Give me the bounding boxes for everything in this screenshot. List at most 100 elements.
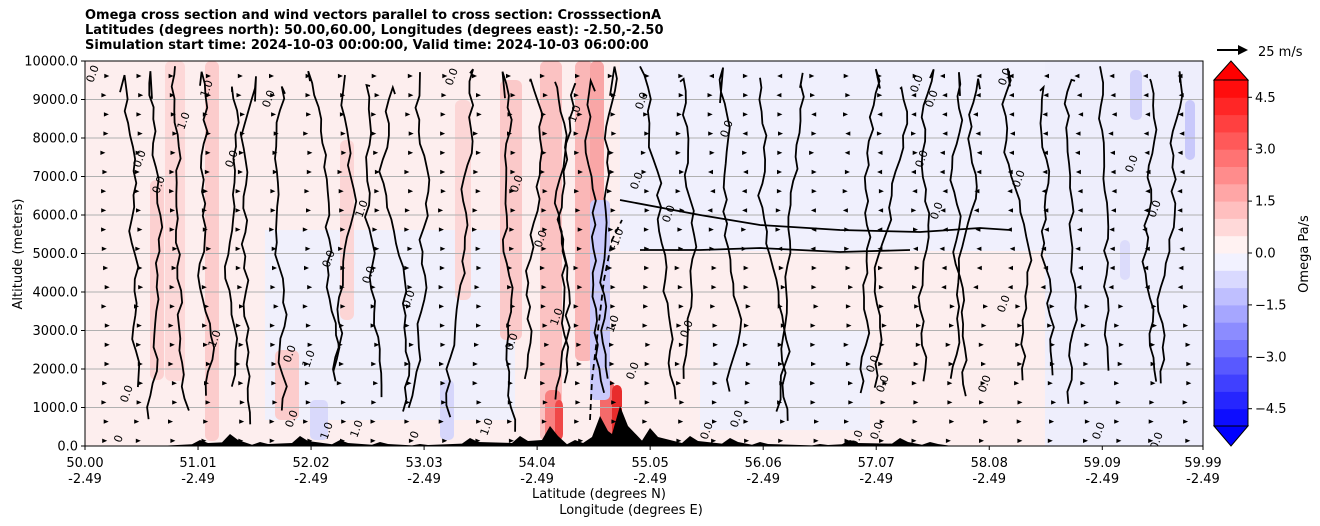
wind-vector-arrow — [270, 93, 276, 98]
wind-vector-arrow — [476, 112, 482, 117]
wind-vector-arrow — [913, 361, 919, 367]
wind-vector-arrow — [1143, 131, 1149, 136]
wind-vector-arrow — [676, 381, 682, 386]
wind-vector-arrow — [949, 419, 955, 424]
wind-vector-arrow — [940, 73, 945, 79]
wind-vector-arrow — [136, 323, 142, 328]
colorbar-segment — [1214, 270, 1248, 289]
wind-vector-arrow — [644, 73, 650, 79]
wind-vector-arrow — [204, 381, 209, 386]
omega-contour-line — [223, 86, 240, 387]
omega-contour-line — [589, 219, 623, 421]
wind-vector-arrow — [404, 361, 410, 367]
wind-vector-arrow — [644, 189, 650, 194]
wind-vector-arrow — [370, 285, 376, 290]
wind-vector-arrow — [305, 323, 311, 328]
wind-vector-arrow — [407, 246, 413, 251]
wind-vector-arrow — [206, 246, 212, 251]
wind-vector-arrow — [135, 246, 141, 251]
wind-vector-arrow — [440, 150, 446, 155]
wind-vector-arrow — [172, 131, 178, 136]
wind-vector-arrow — [912, 285, 918, 290]
wind-vector-arrow — [878, 208, 884, 213]
colorbar-segment — [1214, 218, 1248, 237]
wind-vector-arrow — [104, 73, 110, 79]
x-tick-label-latitude: 55.05 — [632, 456, 669, 471]
wind-vector-arrow — [708, 169, 713, 175]
wind-vector-arrow — [1015, 342, 1021, 347]
wind-vector-arrow — [778, 438, 784, 443]
wind-vector-arrow — [170, 438, 176, 443]
x-tick-label-longitude: -2.49 — [972, 472, 1006, 487]
wind-vector-arrow — [607, 265, 613, 271]
wind-vector-arrow — [911, 208, 917, 213]
colorbar-segment — [1214, 304, 1248, 323]
wind-vector-arrow — [577, 285, 583, 290]
wind-vector-arrow — [472, 361, 478, 367]
colorbar-segment — [1214, 253, 1248, 271]
wind-vector-arrow — [476, 265, 482, 271]
wind-vector-arrow — [707, 112, 713, 117]
x-tick-label-longitude: -2.49 — [520, 472, 554, 487]
wind-vector-arrow — [643, 227, 649, 232]
wind-vector-arrow — [1078, 265, 1083, 271]
contour-label: 0.0 — [118, 383, 136, 404]
y-tick-label: 0.0 — [57, 440, 78, 455]
contour-label: 0.0 — [1010, 168, 1028, 189]
terrain-silhouette — [85, 406, 1203, 446]
wind-vector-arrow — [611, 419, 617, 424]
title-line-1: Omega cross section and wind vectors par… — [85, 8, 662, 23]
wind-vector-arrow — [1185, 342, 1191, 347]
wind-vector-arrow — [845, 361, 851, 367]
wind-vector-arrow — [844, 438, 850, 443]
wind-vector-arrow — [408, 342, 414, 347]
wind-vector-arrow — [1111, 112, 1117, 117]
wind-vector-arrow — [272, 265, 277, 271]
wind-vector-arrow — [713, 361, 719, 367]
wind-vector-arrow — [1148, 419, 1154, 424]
wind-vector-arrow — [1110, 169, 1116, 175]
wind-vector-arrow — [811, 189, 817, 194]
x-tick-label-longitude: -2.49 — [1085, 472, 1119, 487]
wind-vector-arrow — [540, 304, 546, 309]
wind-vector-arrow — [373, 150, 379, 155]
wind-vector-arrow — [340, 93, 346, 98]
wind-vector-arrow — [1083, 438, 1088, 443]
omega-contour-line — [780, 72, 805, 421]
wind-vector-arrow — [373, 381, 379, 386]
wind-vector-arrow — [708, 131, 714, 136]
omega-contour-line — [949, 78, 981, 379]
wind-vector-arrow — [975, 131, 981, 136]
wind-vector-arrow — [1145, 189, 1151, 194]
wind-vector-arrow — [136, 112, 142, 117]
wind-vector-arrow — [1183, 419, 1189, 424]
wind-vector-arrow — [1109, 227, 1115, 232]
chart-title: Omega cross section and wind vectors par… — [85, 8, 664, 53]
wind-vector-arrow — [574, 419, 580, 424]
wind-vector-arrow — [945, 438, 951, 443]
wind-vector-arrow — [644, 400, 650, 405]
wind-vector-arrow — [269, 73, 274, 79]
wind-vector-arrow — [742, 342, 748, 347]
wind-vector-arrow — [337, 342, 343, 347]
wind-vector-arrow — [945, 342, 951, 347]
wind-vector-arrow — [848, 400, 854, 405]
wind-vector-arrow — [644, 361, 650, 367]
wind-vector-arrow — [640, 150, 646, 155]
wind-vector-arrow — [643, 304, 649, 309]
wind-vector-arrow — [1017, 361, 1023, 367]
colorbar-segment — [1214, 374, 1248, 392]
wind-vector-arrow — [542, 227, 548, 232]
wind-vector-arrow — [304, 265, 309, 271]
omega-contour-line — [1001, 68, 1033, 381]
x-tick-label-latitude: 57.07 — [858, 456, 895, 471]
wind-vector-arrow — [506, 73, 511, 79]
contour-label: 0.0 — [868, 420, 886, 441]
wind-vector-arrow — [712, 419, 717, 424]
wind-vector-arrow — [169, 304, 175, 309]
omega-contour-line — [718, 67, 743, 392]
y-tick-label: 7000.0 — [33, 170, 79, 185]
wind-vector-arrow — [138, 285, 144, 290]
wind-vector-arrow — [507, 112, 513, 117]
contour-label: 0.0 — [995, 293, 1013, 314]
